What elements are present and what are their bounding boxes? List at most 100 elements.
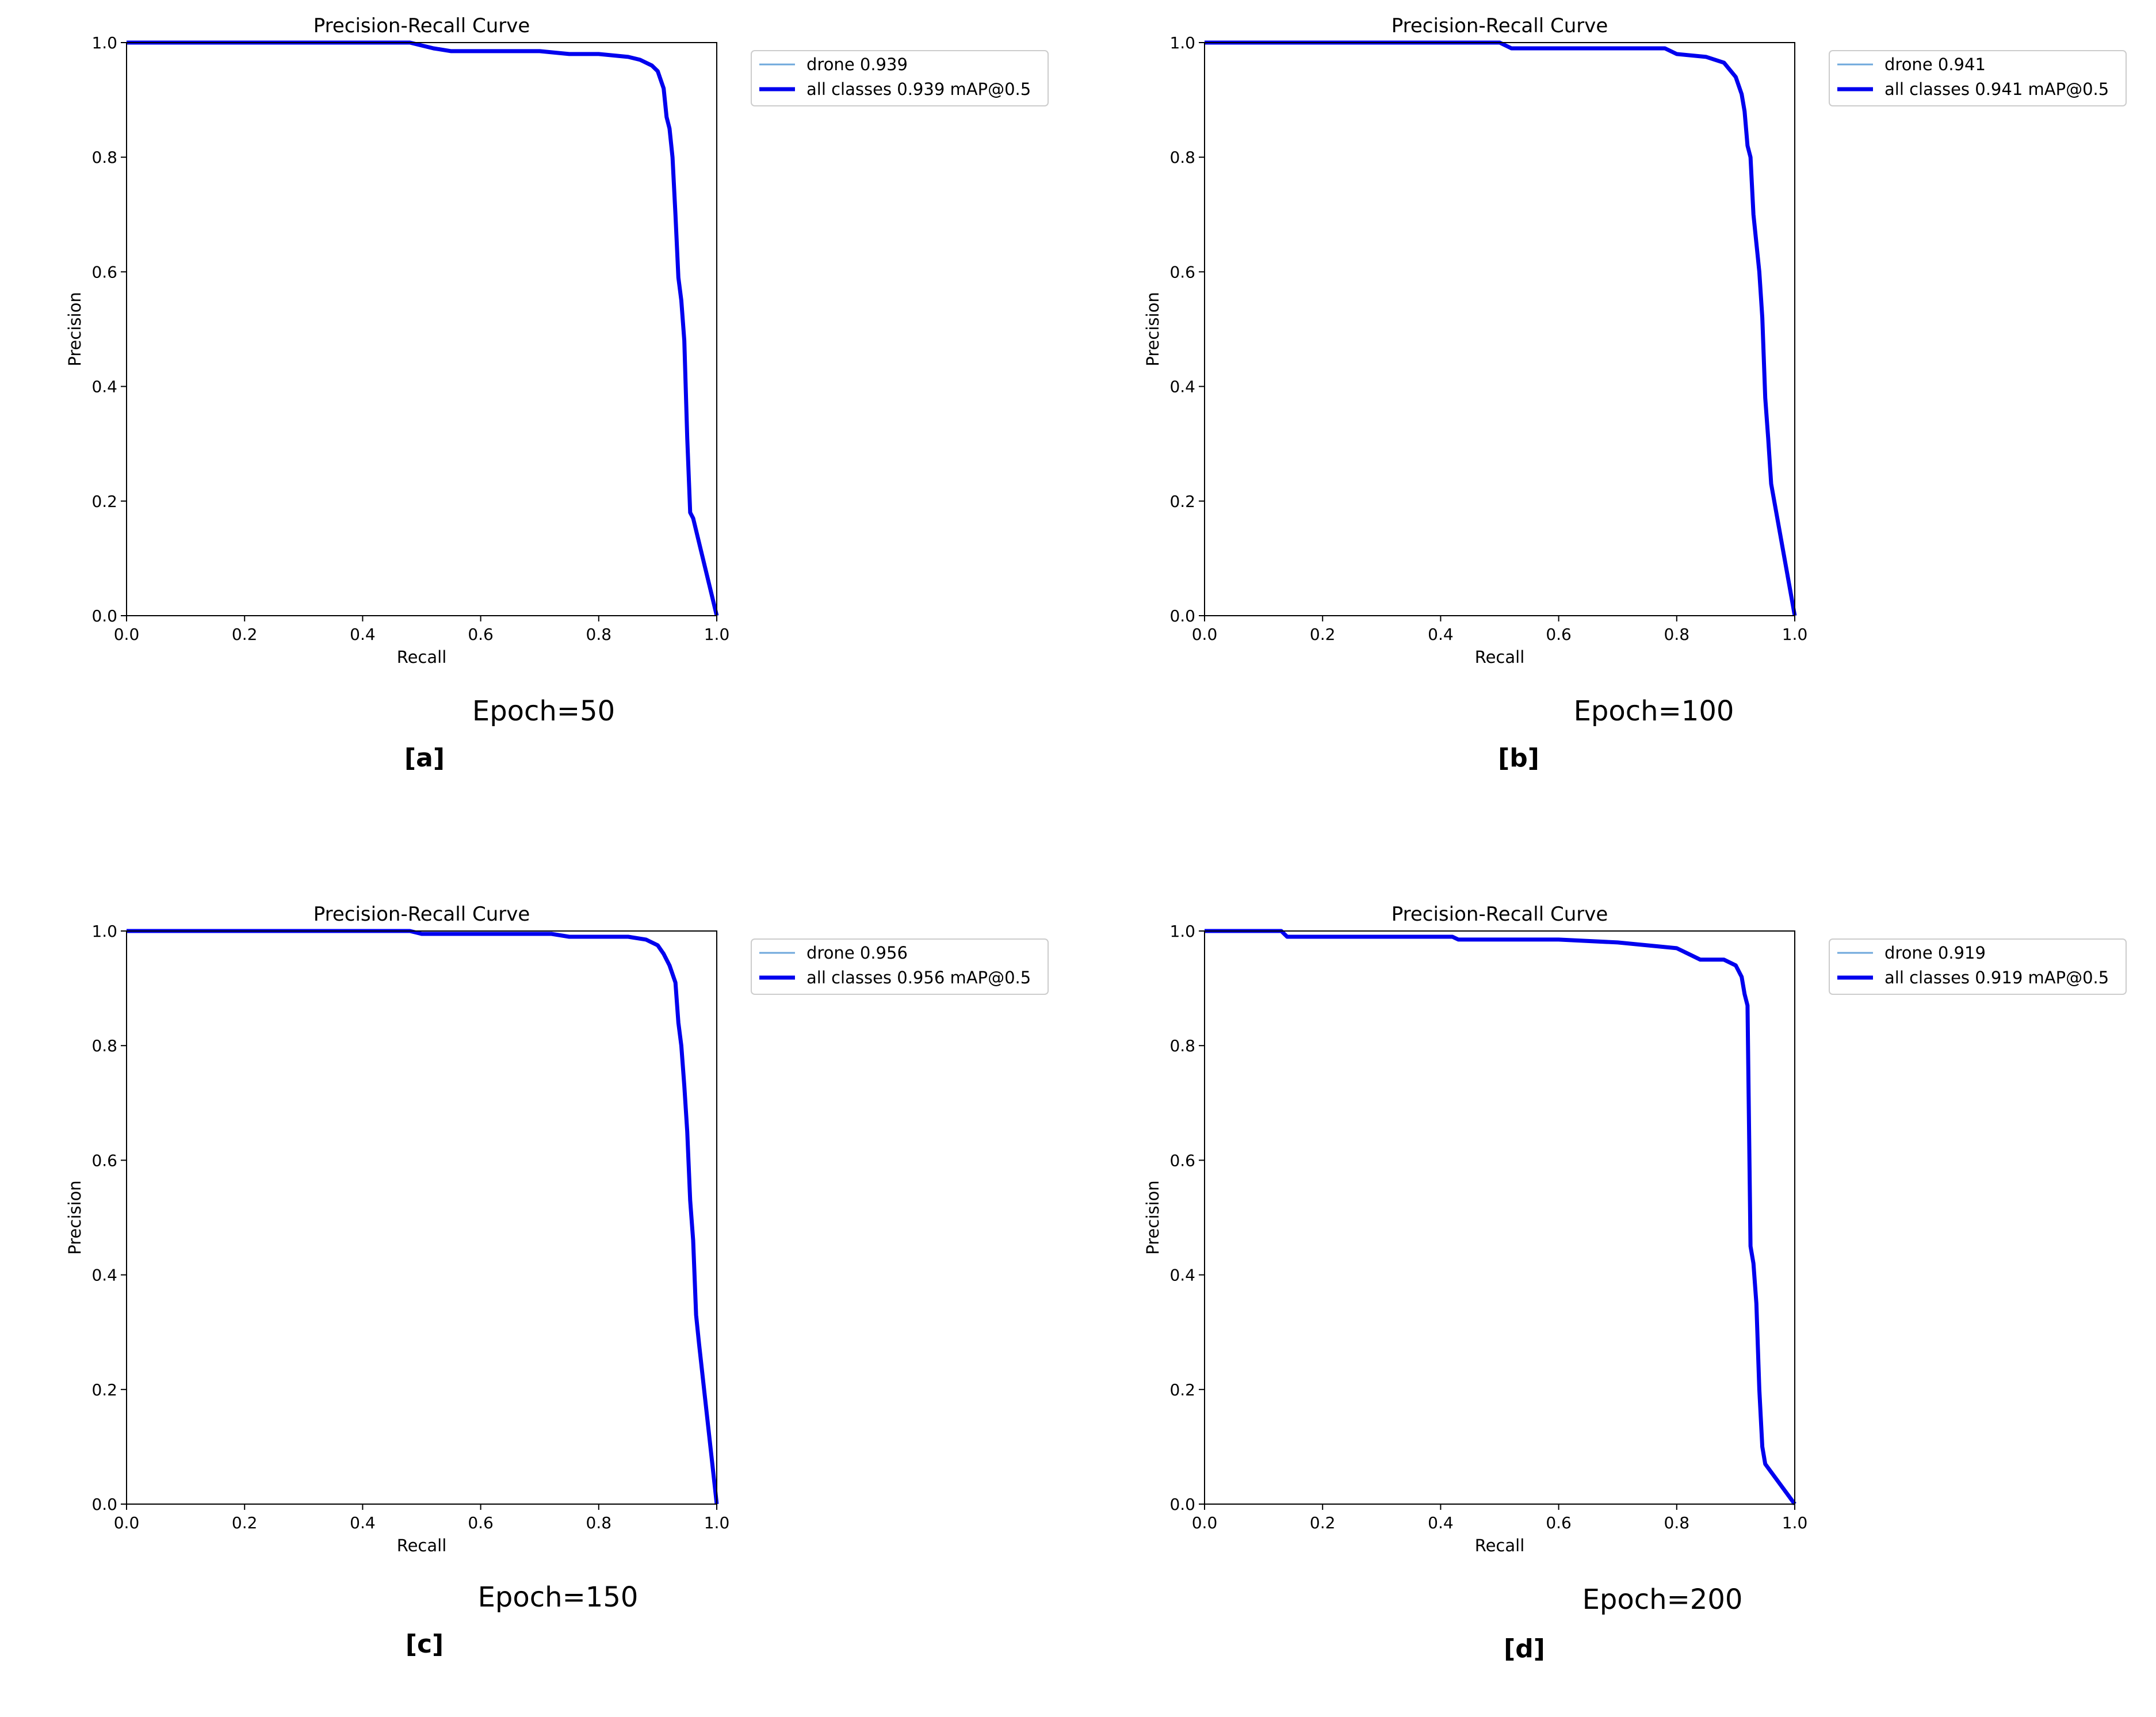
y-axis-label: Precision [1143, 1180, 1163, 1254]
series-line-drone [127, 930, 718, 1505]
y-tick-label: 0.6 [1169, 262, 1195, 281]
x-tick-label: 0.2 [232, 625, 258, 644]
x-tick-label: 0.2 [1310, 625, 1336, 644]
chart-panel-c: Precision-Recall Curve 0.0 0.0 0.2 0.2 0.4 0.4… [0, 888, 1078, 1717]
series-line-all-classes [127, 929, 719, 1505]
plot-frame [126, 42, 717, 616]
x-tick-label: 1.0 [704, 625, 730, 644]
legend-entry: drone 0.941 [1884, 55, 1986, 74]
chart-title: Precision-Recall Curve [1392, 14, 1608, 37]
chart-panel-b: Precision-Recall Curve 0.0 0.0 0.2 0.2 0.4 0.4… [1078, 0, 2156, 858]
y-tick-label: 0.8 [1169, 148, 1195, 167]
y-axis-label: Precision [65, 292, 85, 366]
y-tick-label: 0.6 [91, 1151, 117, 1170]
panel-label-c: [c] [405, 1630, 444, 1659]
series-line-all-classes [127, 40, 719, 616]
y-tick-label: 1.0 [1169, 922, 1195, 941]
y-tick-label: 0.0 [91, 1495, 117, 1514]
plot-frame [1204, 42, 1795, 616]
y-tick-label: 0.4 [1169, 1266, 1195, 1285]
legend-box [1829, 50, 2127, 106]
x-tick-label: 1.0 [704, 1513, 730, 1532]
x-tick-label: 0.6 [468, 625, 494, 644]
x-tick-label: 0.4 [1428, 1513, 1454, 1532]
x-tick-label: 0.8 [1664, 1513, 1690, 1532]
y-tick-label: 0.4 [91, 1266, 117, 1285]
pr-chart-b: Precision-Recall Curve 0.00.0 0.2 0.2 0.4 0.4… [1143, 14, 2127, 667]
x-tick-label: 1.0 [1782, 1513, 1808, 1532]
x-tick-label: 0.8 [586, 1513, 612, 1532]
pr-chart-c: Precision-Recall Curve 0.00.0 0.2 0.2 0.4 0.4… [65, 903, 1049, 1555]
chart-title: Precision-Recall Curve [314, 14, 530, 37]
pr-chart-a: Precision-Recall Curve 0.00.0 0.2 0.2 0.4 0.4… [65, 14, 1049, 667]
y-tick-label: 0.4 [1169, 377, 1195, 396]
y-tick-label: 0.4 [91, 377, 117, 396]
y-tick-label: 0.8 [91, 148, 117, 167]
legend-entry: all classes 0.919 mAP@0.5 [1884, 968, 2109, 987]
plot-frame [126, 930, 717, 1505]
x-tick-label: 1.0 [1782, 625, 1808, 644]
x-axis-label: Recall [1475, 647, 1525, 667]
x-axis-label: Recall [397, 1536, 447, 1555]
y-tick-label: 0.8 [91, 1036, 117, 1055]
x-tick-label: 0.0 [114, 625, 140, 644]
epoch-caption-a: Epoch=50 [472, 695, 616, 727]
epoch-caption-d: Epoch=200 [1582, 1584, 1743, 1616]
y-tick-label: 0.2 [91, 492, 117, 511]
legend-box [751, 50, 1049, 106]
y-tick-label: 1.0 [1169, 33, 1195, 52]
legend-entry: all classes 0.941 mAP@0.5 [1884, 79, 2109, 99]
x-axis-label: Recall [397, 647, 447, 667]
pr-chart-d: Precision-Recall Curve 0.00.0 0.2 0.2 0.4 0.4… [1143, 903, 2127, 1555]
epoch-caption-b: Epoch=100 [1573, 695, 1734, 727]
y-tick-label: 1.0 [91, 33, 117, 52]
chart-title: Precision-Recall Curve [1392, 903, 1608, 926]
x-tick-label: 0.4 [350, 625, 376, 644]
x-tick-label: 0.2 [1310, 1513, 1336, 1532]
x-tick-label: 0.0 [1192, 625, 1218, 644]
y-axis-label: Precision [65, 1180, 85, 1254]
y-tick-label: 0.6 [91, 262, 117, 281]
chart-panel-d: Precision-Recall Curve 0.0 0.0 0.2 0.2 0.4 0.4… [1078, 888, 2156, 1717]
y-tick-label: 0.0 [1169, 1495, 1195, 1514]
legend-box [751, 938, 1049, 995]
legend-box [1829, 938, 2127, 995]
legend-entry: drone 0.919 [1884, 943, 1986, 963]
series-line-drone [127, 41, 718, 616]
legend-entry: all classes 0.956 mAP@0.5 [806, 968, 1031, 987]
panel-label-a: [a] [404, 743, 445, 773]
series-line-all-classes [1205, 929, 1796, 1506]
x-tick-label: 0.4 [350, 1513, 376, 1532]
panel-label-b: [b] [1498, 743, 1539, 773]
y-tick-label: 0.0 [91, 606, 117, 625]
series-line-drone [1205, 930, 1796, 1505]
x-tick-label: 0.8 [586, 625, 612, 644]
chart-panel-a: Precision-Recall Curve 0.0 0.0 0.2 0.2 0.4 0.4… [0, 0, 1078, 858]
plot-frame [1204, 930, 1795, 1505]
panel-label-d: [d] [1504, 1634, 1545, 1663]
x-tick-label: 0.4 [1428, 625, 1454, 644]
series-line-all-classes [1205, 40, 1797, 616]
y-tick-label: 0.6 [1169, 1151, 1195, 1170]
y-tick-label: 0.2 [1169, 492, 1195, 511]
x-axis-label: Recall [1475, 1536, 1525, 1555]
y-tick-label: 0.2 [91, 1380, 117, 1399]
legend-entry: drone 0.956 [806, 943, 908, 963]
x-tick-label: 0.6 [1546, 625, 1572, 644]
series-line-drone [1205, 41, 1796, 616]
x-tick-label: 0.6 [468, 1513, 494, 1532]
y-tick-label: 0.0 [1169, 606, 1195, 625]
chart-title: Precision-Recall Curve [314, 903, 530, 926]
y-axis-label: Precision [1143, 292, 1163, 366]
x-tick-label: 0.0 [1192, 1513, 1218, 1532]
y-tick-label: 0.2 [1169, 1380, 1195, 1399]
x-tick-label: 0.6 [1546, 1513, 1572, 1532]
y-tick-label: 1.0 [91, 922, 117, 941]
legend-entry: all classes 0.939 mAP@0.5 [806, 79, 1031, 99]
y-tick-label: 0.8 [1169, 1036, 1195, 1055]
legend-entry: drone 0.939 [806, 55, 908, 74]
x-tick-label: 0.8 [1664, 625, 1690, 644]
epoch-caption-c: Epoch=150 [477, 1581, 639, 1613]
x-tick-label: 0.2 [232, 1513, 258, 1532]
x-tick-label: 0.0 [114, 1513, 140, 1532]
